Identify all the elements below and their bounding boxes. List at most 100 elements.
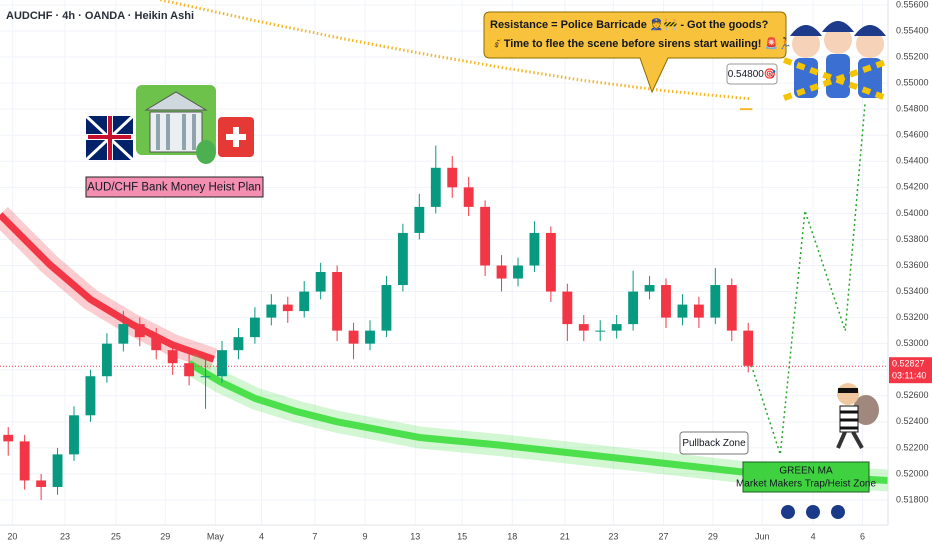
candle-body xyxy=(726,285,737,331)
candle-body xyxy=(184,363,195,377)
candle-body xyxy=(85,376,96,416)
last-price-label: 0.52827 xyxy=(892,359,925,369)
candle-body xyxy=(513,265,523,279)
y-tick-label: 0.55200 xyxy=(896,51,929,61)
candle-body xyxy=(332,272,343,331)
police-cap xyxy=(854,25,886,36)
candle-body xyxy=(447,167,458,188)
moving-average xyxy=(187,360,889,484)
candle-body xyxy=(677,304,688,318)
candle-body xyxy=(644,285,655,292)
police-head xyxy=(856,30,884,58)
callout-line: Resistance = Police Barricade 👮🚧 - Got t… xyxy=(490,17,769,31)
police-cap xyxy=(790,25,822,36)
police-head xyxy=(824,26,852,54)
plan-label: AUD/CHF Bank Money Heist Plan xyxy=(87,182,261,194)
bank-roof xyxy=(144,91,208,111)
x-tick-label: 7 xyxy=(312,531,317,541)
candle-body xyxy=(365,330,375,344)
barricade-tape xyxy=(782,57,888,101)
candle-body xyxy=(611,324,622,331)
candle-body xyxy=(661,285,671,318)
candle-body xyxy=(381,285,392,331)
event-icon[interactable] xyxy=(806,505,820,519)
loot-bag xyxy=(853,395,879,425)
target-box xyxy=(726,63,778,85)
y-tick-label: 0.51800 xyxy=(896,494,929,504)
bank-columns xyxy=(156,114,196,150)
x-tick-label: 25 xyxy=(111,531,121,541)
police-figures xyxy=(782,21,888,101)
candle-body xyxy=(266,304,277,318)
candle-body xyxy=(397,232,408,286)
candles xyxy=(3,145,754,500)
candle-body xyxy=(217,350,227,377)
police-head xyxy=(792,30,820,58)
candle-body xyxy=(101,343,112,377)
candle-body xyxy=(529,232,540,266)
candle-body xyxy=(562,291,573,325)
thief-legs xyxy=(836,431,864,449)
y-tick-label: 0.52000 xyxy=(896,468,929,478)
plan-box xyxy=(85,176,264,198)
y-tick-label: 0.52600 xyxy=(896,390,929,400)
candle-body xyxy=(315,272,326,292)
y-tick-label: 0.55000 xyxy=(896,77,929,87)
chart-title: AUDCHF · 4h · OANDA · Heikin Ashi xyxy=(6,10,194,22)
candle-body xyxy=(167,350,178,364)
zone-label: Market Makers Trap/Heist Zone xyxy=(736,479,876,490)
candle-body xyxy=(743,330,754,366)
x-tick-label: Jun xyxy=(755,531,770,541)
x-tick-label: 9 xyxy=(363,531,368,541)
y-tick-label: 0.53000 xyxy=(896,338,929,348)
x-tick-label: 23 xyxy=(60,531,70,541)
y-tick-label: 0.53200 xyxy=(896,312,929,322)
chf-cross xyxy=(226,127,246,147)
candle-body xyxy=(69,415,79,455)
candle-body xyxy=(595,330,606,332)
pullback-label: Pullback Zone xyxy=(682,438,746,449)
callout-bubble xyxy=(483,11,787,94)
x-tick-label: May xyxy=(207,531,225,541)
police-cap xyxy=(822,21,854,32)
callout-line: 💰Time to flee the scene before sirens st… xyxy=(490,37,806,50)
x-tick-label: 4 xyxy=(811,531,816,541)
event-icon[interactable] xyxy=(781,505,795,519)
candle-body xyxy=(3,434,14,442)
y-tick-label: 0.54400 xyxy=(896,156,929,166)
candle-body xyxy=(628,291,639,325)
x-tick-label: 18 xyxy=(507,531,517,541)
y-tick-label: 0.53600 xyxy=(896,260,929,270)
y-tick-label: 0.54000 xyxy=(896,208,929,218)
x-tick-label: 4 xyxy=(259,531,264,541)
candle-body xyxy=(151,337,162,351)
x-tick-label: 21 xyxy=(560,531,570,541)
candle-body xyxy=(710,285,721,318)
y-tick-label: 0.55600 xyxy=(896,0,929,9)
countdown-label: 03:11:40 xyxy=(892,371,926,381)
candle-body xyxy=(282,304,293,312)
y-tick-label: 0.54800 xyxy=(896,104,929,114)
x-tick-label: 15 xyxy=(457,531,467,541)
x-tick-label: 29 xyxy=(160,531,170,541)
x-tick-label: 13 xyxy=(410,531,420,541)
zone-label: GREEN MA xyxy=(779,466,833,477)
y-tick-label: 0.53800 xyxy=(896,234,929,244)
x-tick-label: 20 xyxy=(7,531,17,541)
candle-body xyxy=(463,187,474,207)
candle-body xyxy=(414,206,425,233)
x-tick-label: 27 xyxy=(659,531,669,541)
aud-flag-red xyxy=(108,116,112,160)
target-label: 0.54800🎯 xyxy=(728,68,777,80)
thief-figure xyxy=(836,383,879,449)
projection-line xyxy=(749,103,866,455)
candle-body xyxy=(118,324,129,344)
candle-body xyxy=(693,304,704,318)
x-tick-label: 23 xyxy=(608,531,618,541)
thief-stripes xyxy=(840,410,858,430)
y-tick-label: 0.53400 xyxy=(896,286,929,296)
event-icon[interactable] xyxy=(831,505,845,519)
axes: 0.51800 0.52000 0.52200 0.52400 0.52600 0.528… xyxy=(7,0,932,541)
candle-body xyxy=(480,206,491,266)
